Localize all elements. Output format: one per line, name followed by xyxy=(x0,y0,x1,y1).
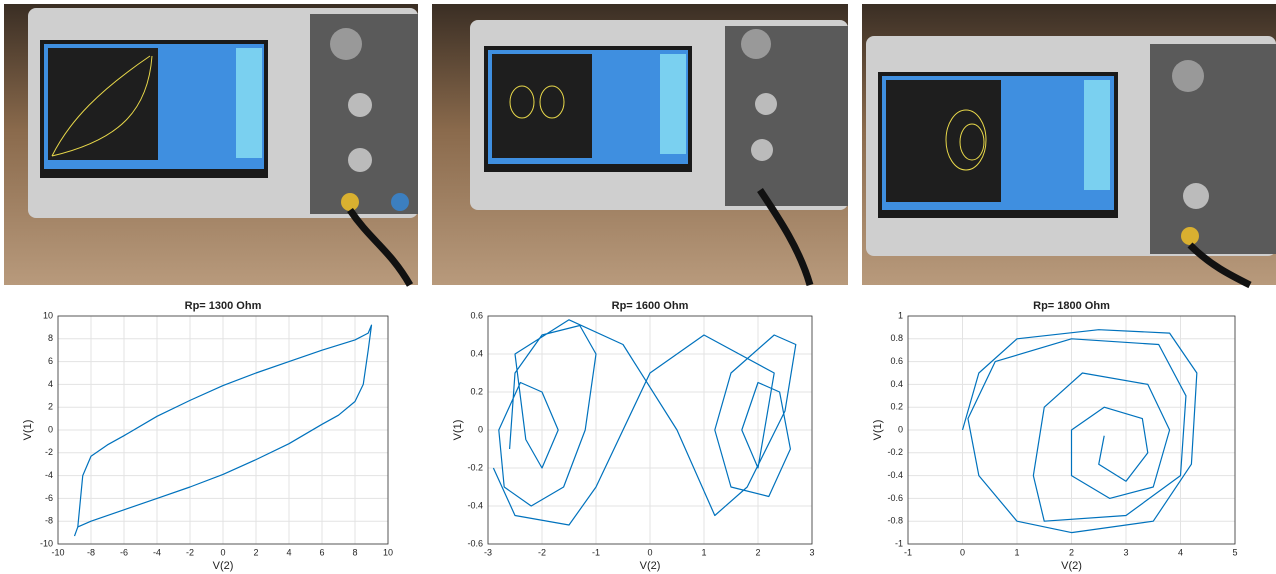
x-tick-label: 1 xyxy=(1014,547,1019,557)
x-tick-label: 3 xyxy=(1123,547,1128,557)
y-tick-label: 6 xyxy=(48,356,53,366)
y-tick-label: 1 xyxy=(898,310,903,320)
y-tick-label: 0 xyxy=(48,424,53,434)
y-tick-label: -0.4 xyxy=(887,470,903,480)
axes-box xyxy=(907,315,1236,545)
y-axis-label: V(1) xyxy=(22,420,34,441)
y-tick-label: 4 xyxy=(48,379,53,389)
photo xyxy=(862,4,1276,289)
y-tick-label: -4 xyxy=(45,470,53,480)
x-tick-label: 6 xyxy=(319,547,324,557)
x-tick-label: -2 xyxy=(186,547,194,557)
x-tick-label: 4 xyxy=(286,547,291,557)
x-axis-label: V(2) xyxy=(640,560,661,572)
x-tick-label: 8 xyxy=(352,547,357,557)
x-tick-label: -1 xyxy=(592,547,600,557)
x-tick-label: -4 xyxy=(153,547,161,557)
y-tick-label: 0.8 xyxy=(890,333,903,343)
y-tick-label: 0.2 xyxy=(470,386,483,396)
y-axis-label: V(1) xyxy=(452,420,464,441)
y-tick-label: -1 xyxy=(895,538,903,548)
chart-title: Rp= 1600 Ohm xyxy=(612,300,689,312)
x-tick-label: -1 xyxy=(904,547,912,557)
x-tick-label: -3 xyxy=(484,547,492,557)
y-tick-label: 0.4 xyxy=(890,379,903,389)
x-tick-label: 3 xyxy=(809,547,814,557)
y-tick-label: -8 xyxy=(45,516,53,526)
y-tick-label: -10 xyxy=(40,538,53,548)
x-tick-label: 10 xyxy=(383,547,393,557)
x-tick-label: 5 xyxy=(1232,547,1237,557)
y-tick-label: 10 xyxy=(43,310,53,320)
y-tick-label: -2 xyxy=(45,447,53,457)
y-tick-label: -6 xyxy=(45,493,53,503)
x-tick-label: 2 xyxy=(253,547,258,557)
y-tick-label: -0.6 xyxy=(887,493,903,503)
y-tick-label: 0 xyxy=(898,424,903,434)
x-tick-label: 0 xyxy=(960,547,965,557)
y-tick-label: 8 xyxy=(48,333,53,343)
y-tick-label: -0.8 xyxy=(887,516,903,526)
y-tick-label: 0.4 xyxy=(470,348,483,358)
photo xyxy=(4,4,418,287)
data-line xyxy=(961,329,1198,534)
x-tick-label: 0 xyxy=(220,547,225,557)
axes-box xyxy=(487,315,813,545)
y-tick-label: -0.6 xyxy=(467,538,483,548)
x-axis-label: V(2) xyxy=(1061,560,1082,572)
y-tick-label: -0.2 xyxy=(467,462,483,472)
chart-title: Rp= 1300 Ohm xyxy=(185,300,262,312)
y-tick-label: 0.2 xyxy=(890,402,903,412)
x-tick-label: 1 xyxy=(701,547,706,557)
y-tick-label: 0 xyxy=(478,424,483,434)
x-axis-label: V(2) xyxy=(213,560,234,572)
x-tick-label: -10 xyxy=(51,547,64,557)
axes-box xyxy=(57,315,389,545)
y-axis-label: V(1) xyxy=(872,420,884,441)
photo xyxy=(432,4,848,286)
x-tick-label: -8 xyxy=(87,547,95,557)
y-tick-label: 0.6 xyxy=(890,356,903,366)
x-tick-label: -2 xyxy=(538,547,546,557)
y-tick-label: 2 xyxy=(48,402,53,412)
y-tick-label: -0.2 xyxy=(887,447,903,457)
x-tick-label: -6 xyxy=(120,547,128,557)
y-tick-label: -0.4 xyxy=(467,500,483,510)
y-tick-label: 0.6 xyxy=(470,310,483,320)
x-tick-label: 0 xyxy=(647,547,652,557)
x-tick-label: 2 xyxy=(1069,547,1074,557)
data-line xyxy=(73,324,373,537)
chart-title: Rp= 1800 Ohm xyxy=(1033,300,1110,312)
data-line xyxy=(492,319,797,526)
x-tick-label: 2 xyxy=(755,547,760,557)
x-tick-label: 4 xyxy=(1178,547,1183,557)
